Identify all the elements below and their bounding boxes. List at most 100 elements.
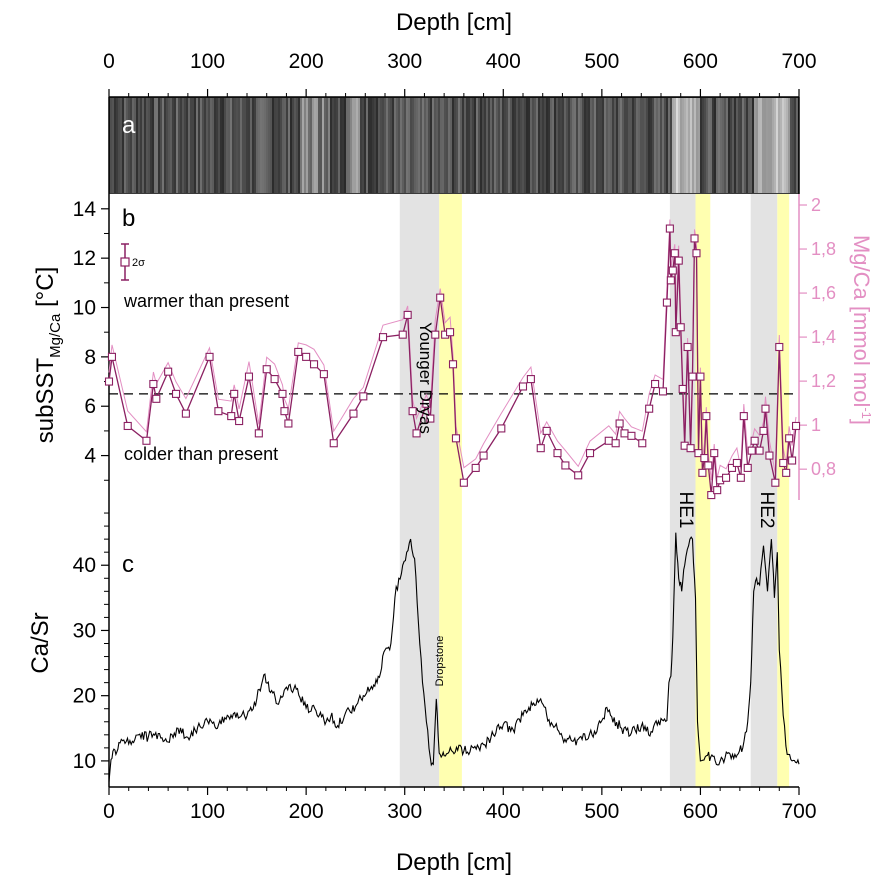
core-streak	[744, 98, 746, 193]
core-streak	[526, 98, 528, 193]
core-streak	[778, 98, 780, 193]
core-streak	[342, 98, 344, 193]
error-bar-marker	[120, 257, 130, 267]
core-streak	[640, 98, 642, 193]
core-streak	[322, 98, 324, 193]
panel-label-a: a	[122, 112, 136, 139]
core-streak	[160, 98, 162, 193]
core-streak	[398, 98, 400, 193]
sst-point	[638, 439, 647, 448]
core-streak	[618, 98, 620, 193]
core-streak	[486, 98, 488, 193]
bottom-depth-tick-label: 200	[289, 800, 324, 823]
sst-point	[683, 342, 692, 352]
bottom-depth-tick-label: 600	[683, 800, 718, 823]
core-streak	[372, 98, 374, 193]
core-streak	[562, 98, 564, 193]
core-streak	[202, 98, 204, 193]
sst-point	[686, 444, 695, 453]
core-streak	[720, 98, 722, 193]
core-streak	[184, 98, 186, 193]
core-streak	[188, 98, 190, 193]
core-streak	[608, 98, 610, 193]
top-depth-tick-label: 200	[289, 50, 324, 73]
sst-point	[398, 330, 407, 339]
core-streak	[258, 98, 260, 193]
sst-point	[710, 449, 719, 458]
core-streak	[748, 98, 750, 193]
core-streak	[144, 98, 146, 193]
core-streak	[272, 98, 274, 193]
core-streak	[642, 98, 644, 193]
core-streak	[146, 98, 148, 193]
shaded-interval	[750, 194, 778, 787]
core-streak	[630, 98, 632, 193]
core-streak	[254, 98, 256, 193]
core-streak	[426, 98, 428, 193]
core-streak	[718, 98, 720, 193]
core-streak	[554, 98, 556, 193]
core-streak	[120, 98, 122, 193]
core-streak	[318, 98, 320, 193]
core-streak	[586, 98, 588, 193]
core-streak	[246, 98, 248, 193]
core-streak	[520, 98, 522, 193]
sst-point	[446, 328, 455, 337]
core-streak	[162, 98, 164, 193]
casr-tick-label: 40	[73, 554, 96, 577]
mgca-tick-label: 1,6	[811, 283, 836, 303]
core-streak	[328, 98, 330, 193]
core-streak	[606, 98, 608, 193]
core-streak	[420, 98, 422, 193]
core-streak	[670, 98, 672, 193]
core-streak	[158, 98, 160, 193]
core-streak	[284, 98, 286, 193]
core-streak	[786, 98, 788, 193]
sst-point	[436, 293, 445, 302]
sst-point	[214, 407, 223, 416]
top-depth-tick-label: 500	[584, 50, 619, 73]
mgca-axis-title: Mg/Ca [mmol mol-1]	[849, 235, 874, 425]
core-streak	[282, 98, 284, 193]
core-streak	[346, 98, 348, 193]
sst-point	[736, 473, 745, 482]
core-streak	[566, 98, 568, 193]
core-streak	[660, 98, 662, 193]
warmer-than-present-label: warmer than present	[123, 291, 289, 311]
sst-series-points	[104, 224, 801, 500]
mgca-tick-label: 2	[811, 195, 821, 215]
sst-point	[526, 375, 535, 384]
sst-point	[700, 453, 709, 463]
core-streak	[772, 98, 774, 193]
sst-point	[171, 389, 181, 398]
casr-axis-title: Ca/Sr	[27, 612, 54, 673]
core-streak	[402, 98, 404, 193]
mgca-axis-title-sup: -1	[859, 407, 874, 419]
sst-point	[319, 370, 328, 379]
core-streak	[208, 98, 210, 193]
bottom-depth-tick-label: 0	[103, 800, 115, 823]
core-streak	[648, 98, 650, 193]
colder-than-present-label: colder than present	[124, 444, 278, 464]
core-streak	[584, 98, 586, 193]
core-streak	[704, 98, 706, 193]
core-streak	[448, 98, 450, 193]
core-streak	[180, 98, 182, 193]
core-streak	[128, 98, 130, 193]
top-depth-tick-label: 0	[103, 50, 115, 73]
sst-point	[788, 456, 797, 465]
core-streak	[496, 98, 498, 193]
mgca-axis-title-end: ]	[849, 419, 874, 425]
core-streak	[510, 98, 512, 193]
core-streak	[302, 98, 304, 193]
core-streak	[324, 98, 326, 193]
sst-point	[704, 461, 713, 470]
core-streak	[734, 98, 736, 193]
core-streak	[646, 98, 648, 193]
core-streak	[332, 98, 334, 193]
core-streak	[790, 98, 792, 193]
dropstone-label: Dropstone	[434, 636, 446, 687]
sst-point	[270, 375, 279, 384]
sst-point	[426, 414, 435, 423]
core-streak	[170, 98, 172, 193]
